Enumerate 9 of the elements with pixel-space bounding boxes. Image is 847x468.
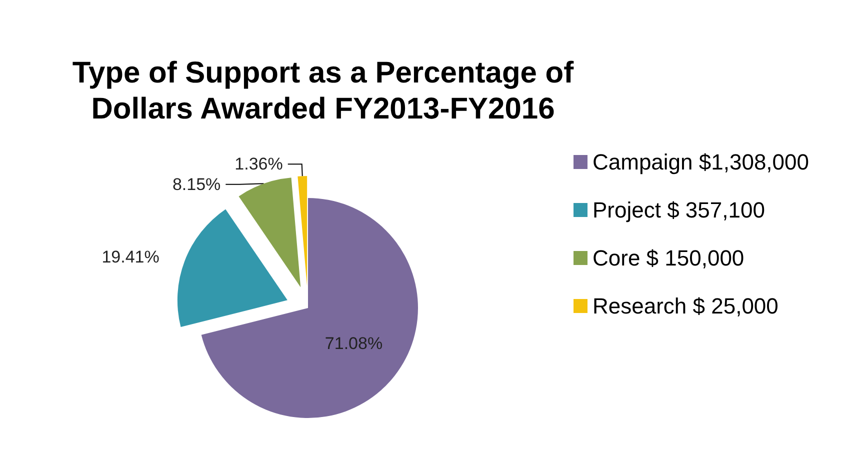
legend-label: Core $ 150,000 — [592, 246, 744, 270]
legend-label: Project $ 357,100 — [592, 198, 765, 222]
chart-title: Type of Support as a Percentage of Dollars Awarded FY2013-FY2016 — [72, 56, 575, 126]
legend-label: Research $ 25,000 — [592, 294, 778, 318]
data-label: 8.15% — [172, 174, 221, 194]
legend-label: Campaign $1,308,000 — [592, 150, 809, 174]
data-label: 1.36% — [234, 154, 283, 174]
data-label: 71.08% — [324, 334, 383, 354]
data-label: 19.41% — [102, 247, 160, 266]
